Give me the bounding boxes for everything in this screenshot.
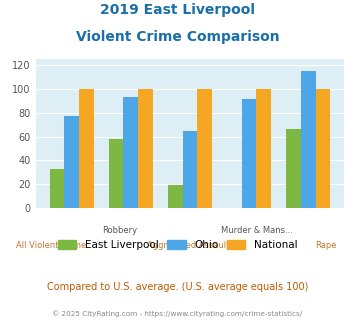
Text: All Violent Crime: All Violent Crime <box>16 241 86 250</box>
Legend: East Liverpool, Ohio, National: East Liverpool, Ohio, National <box>56 238 299 252</box>
Bar <box>138 89 153 208</box>
Text: Aggravated Assault: Aggravated Assault <box>147 241 229 250</box>
Text: Rape: Rape <box>315 241 336 250</box>
Bar <box>256 89 271 208</box>
Text: Compared to U.S. average. (U.S. average equals 100): Compared to U.S. average. (U.S. average … <box>47 282 308 292</box>
Bar <box>64 116 79 208</box>
Bar <box>168 185 182 208</box>
Text: 2019 East Liverpool: 2019 East Liverpool <box>100 3 255 17</box>
Text: Robbery: Robbery <box>102 226 137 235</box>
Bar <box>124 97 138 208</box>
Bar <box>182 131 197 208</box>
Bar <box>50 169 64 208</box>
Bar <box>316 89 330 208</box>
Text: © 2025 CityRating.com - https://www.cityrating.com/crime-statistics/: © 2025 CityRating.com - https://www.city… <box>53 310 302 317</box>
Bar <box>301 71 316 208</box>
Bar <box>109 139 124 208</box>
Bar <box>286 129 301 208</box>
Bar <box>79 89 94 208</box>
Bar <box>242 99 256 208</box>
Text: Murder & Mans...: Murder & Mans... <box>221 226 293 235</box>
Bar <box>197 89 212 208</box>
Text: Violent Crime Comparison: Violent Crime Comparison <box>76 30 279 44</box>
